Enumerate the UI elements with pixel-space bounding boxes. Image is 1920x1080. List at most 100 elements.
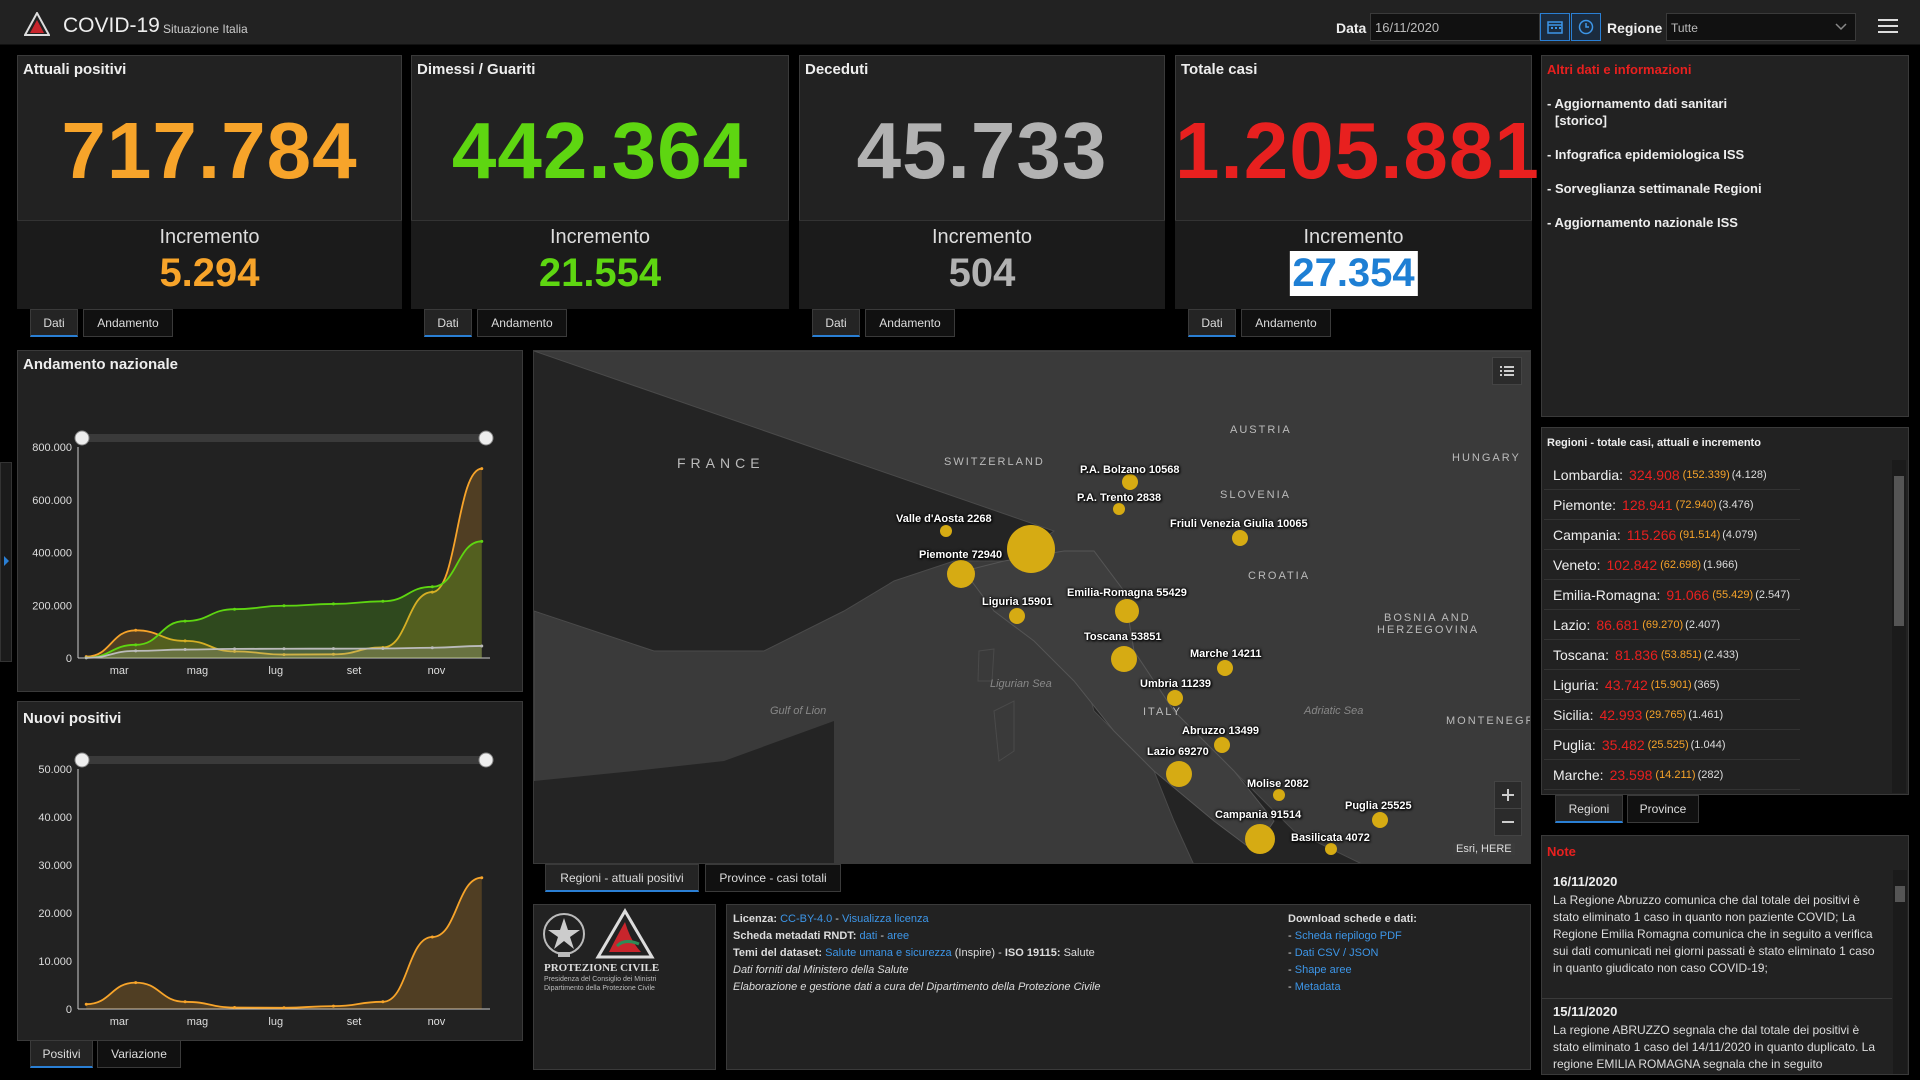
map-marker[interactable]: [1167, 690, 1183, 706]
clock-icon: [1578, 19, 1594, 35]
tab-andamento[interactable]: Andamento: [1241, 309, 1331, 337]
range-slider-handle-right[interactable]: [478, 752, 494, 768]
tab-province[interactable]: Province: [1627, 795, 1699, 823]
note-entry: 15/11/2020 La regione ABRUZZO segnala ch…: [1553, 1004, 1878, 1073]
range-slider-track[interactable]: [78, 434, 490, 442]
map-panel[interactable]: FRANCE SWITZERLAND AUSTRIA HUNGARY SLOVE…: [533, 350, 1531, 864]
tab-variazione[interactable]: Variazione: [97, 1040, 181, 1068]
tab-andamento[interactable]: Andamento: [865, 309, 955, 337]
map-label-france: FRANCE: [677, 455, 765, 471]
download-pdf-link[interactable]: Scheda riepilogo PDF: [1294, 930, 1402, 942]
kpi-value: 442.364: [451, 106, 749, 195]
data-point: [233, 649, 237, 653]
info-link-infografica[interactable]: - Infografica epidemiologica ISS: [1547, 147, 1745, 162]
map-marker-label: Valle d'Aosta 2268: [896, 513, 992, 525]
map-marker[interactable]: [1115, 599, 1139, 623]
range-slider-track[interactable]: [78, 756, 490, 764]
scheda-dati-link[interactable]: dati: [859, 930, 878, 942]
region-select[interactable]: Tutte: [1666, 13, 1856, 41]
region-total: 86.681: [1596, 616, 1640, 633]
regions-scroll-thumb[interactable]: [1894, 476, 1904, 626]
tab-dati[interactable]: Dati: [424, 309, 472, 337]
tab-positivi[interactable]: Positivi: [30, 1040, 93, 1068]
map-marker[interactable]: [1217, 660, 1233, 676]
tab-dati[interactable]: Dati: [1188, 309, 1236, 337]
regions-scrollbar[interactable]: [1892, 460, 1906, 793]
info-link-sorveglianza[interactable]: - Sorveglianza settimanale Regioni: [1547, 181, 1762, 196]
region-total: 115.266: [1626, 526, 1677, 543]
range-slider-handle-left[interactable]: [74, 752, 90, 768]
visualizza-licenza-link[interactable]: Visualizza licenza: [842, 913, 929, 925]
region-attuali: (55.429): [1712, 588, 1754, 601]
map-marker[interactable]: [1273, 789, 1285, 801]
region-row[interactable]: Lazio: 86.681 (69.270) (2.407): [1544, 610, 1800, 640]
region-row[interactable]: Marche: 23.598 (14.211) (282): [1544, 760, 1800, 790]
region-row[interactable]: Toscana: 81.836 (53.851) (2.433): [1544, 640, 1800, 670]
region-row[interactable]: Liguria: 43.742 (15.901) (365): [1544, 670, 1800, 700]
zoom-out-button[interactable]: [1494, 808, 1522, 836]
region-row[interactable]: Sicilia: 42.993 (29.765) (1.461): [1544, 700, 1800, 730]
licenza-link[interactable]: CC-BY-4.0: [780, 913, 833, 925]
map-marker[interactable]: [1245, 824, 1275, 854]
region-attuali: (62.698): [1660, 558, 1702, 571]
map-marker[interactable]: [1113, 503, 1125, 515]
notes-scroll-thumb[interactable]: [1895, 886, 1905, 902]
region-row[interactable]: Emilia-Romagna: 91.066 (55.429) (2.547): [1544, 580, 1800, 610]
region-row[interactable]: Puglia: 35.482 (25.525) (1.044): [1544, 730, 1800, 760]
map-marker[interactable]: [947, 560, 975, 588]
date-value: 16/11/2020: [1375, 20, 1440, 35]
map-marker[interactable]: [1166, 761, 1192, 787]
side-panel-toggle[interactable]: [0, 462, 12, 662]
time-button[interactable]: [1571, 13, 1601, 41]
map-marker[interactable]: [1372, 812, 1388, 828]
tab-andamento[interactable]: Andamento: [477, 309, 567, 337]
region-name: Sicilia:: [1553, 706, 1594, 723]
map-marker[interactable]: [1009, 608, 1025, 624]
range-slider-handle-right[interactable]: [478, 430, 494, 446]
region-row[interactable]: Veneto: 102.842 (62.698) (1.966): [1544, 550, 1800, 580]
scheda-aree-link[interactable]: aree: [887, 930, 910, 942]
map-marker-lombardia[interactable]: [1007, 525, 1055, 573]
map-legend-button[interactable]: [1492, 357, 1522, 385]
region-row[interactable]: Lombardia: 324.908 (152.339) (4.128): [1544, 460, 1800, 490]
region-attuali: (15.901): [1650, 678, 1692, 691]
map-marker[interactable]: [1325, 843, 1337, 855]
date-input[interactable]: 16/11/2020: [1370, 13, 1540, 41]
info-link-aggiornamento-dati[interactable]: - Aggiornamento dati sanitari: [1547, 96, 1728, 111]
info-link-aggiornamento-iss[interactable]: - Aggiornamento nazionale ISS: [1547, 215, 1738, 230]
data-point: [282, 647, 286, 651]
hamburger-menu-icon[interactable]: [1878, 18, 1898, 34]
region-total: 91.066: [1666, 586, 1710, 603]
region-row[interactable]: Piemonte: 128.941 (72.940) (3.476): [1544, 490, 1800, 520]
zoom-in-button[interactable]: [1494, 781, 1522, 809]
map-marker[interactable]: [1214, 737, 1230, 753]
tab-andamento[interactable]: Andamento: [83, 309, 173, 337]
region-attuali: (14.211): [1655, 768, 1696, 781]
map-marker[interactable]: [940, 525, 952, 537]
map-marker[interactable]: [1122, 474, 1138, 490]
tab-province-casi-totali[interactable]: Province - casi totali: [705, 864, 841, 892]
kpi-label: Totale casi: [1181, 61, 1258, 78]
download-metadata-link[interactable]: Metadata: [1294, 981, 1341, 993]
notes-title: Note: [1547, 844, 1576, 859]
region-increment: (2.547): [1755, 588, 1791, 601]
tab-regioni[interactable]: Regioni: [1555, 795, 1623, 823]
download-shape-link[interactable]: Shape aree: [1294, 964, 1352, 976]
map-marker[interactable]: [1111, 646, 1137, 672]
map-marker[interactable]: [1232, 530, 1248, 546]
map-marker-label: Molise 2082: [1247, 778, 1309, 790]
info-link-storico[interactable]: [storico]: [1555, 113, 1607, 128]
temi-link[interactable]: Salute umana e sicurezza: [825, 947, 952, 959]
download-csv-link[interactable]: Dati CSV / JSON: [1294, 947, 1379, 959]
data-point: [331, 602, 335, 606]
range-slider-handle-left[interactable]: [74, 430, 90, 446]
data-point: [84, 656, 88, 660]
data-point: [381, 1000, 385, 1004]
regions-title: Regioni - totale casi, attuali e increme…: [1547, 437, 1761, 449]
notes-scrollbar[interactable]: [1893, 870, 1907, 1074]
region-row[interactable]: Campania: 115.266 (91.514) (4.079): [1544, 520, 1800, 550]
tab-dati[interactable]: Dati: [812, 309, 860, 337]
calendar-button[interactable]: [1540, 13, 1570, 41]
tab-dati[interactable]: Dati: [30, 309, 78, 337]
tab-regioni-attuali-positivi[interactable]: Regioni - attuali positivi: [545, 864, 699, 892]
